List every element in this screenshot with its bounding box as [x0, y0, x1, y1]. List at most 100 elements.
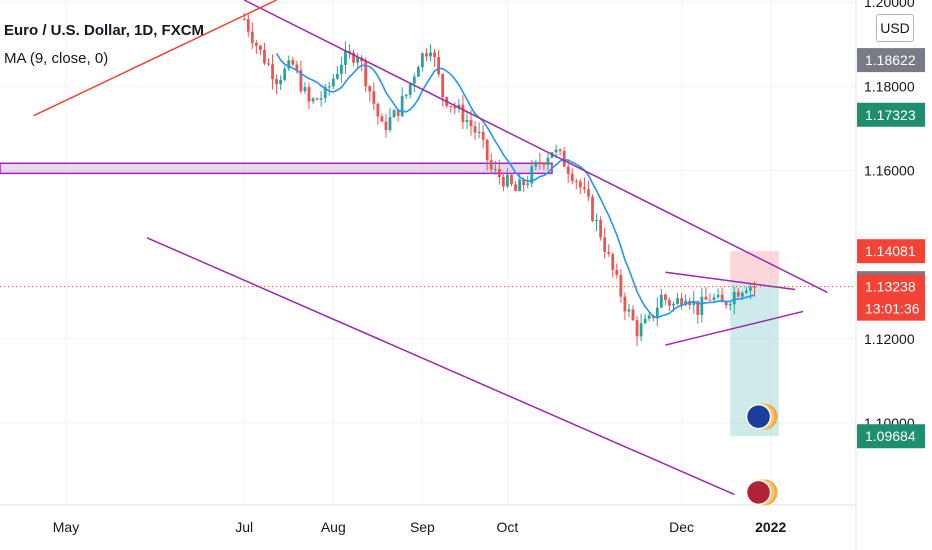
y-tick-label: 1.20000	[864, 0, 915, 10]
candle-body	[583, 187, 586, 190]
candle-body	[493, 169, 497, 171]
moving-average-line	[275, 52, 755, 319]
candle-body	[554, 149, 558, 153]
candle-body	[753, 286, 756, 288]
candle-body	[708, 299, 712, 301]
candle-body	[287, 60, 291, 69]
candle-body	[700, 296, 704, 315]
candle-body	[716, 294, 720, 298]
candle-body	[388, 117, 392, 130]
candle-body	[457, 104, 461, 109]
candle-body	[647, 315, 651, 319]
candle-body	[295, 64, 299, 71]
candle-body	[380, 116, 384, 122]
candle-body	[453, 106, 457, 109]
candle-body	[704, 296, 708, 300]
coin-face	[745, 403, 772, 430]
candle-body	[643, 318, 647, 324]
candle-body	[412, 76, 416, 84]
price-label-bg	[857, 274, 925, 321]
candle-body	[441, 74, 445, 98]
candle-body	[335, 73, 339, 79]
eu-event-icon	[745, 403, 778, 430]
candle-body	[400, 96, 404, 116]
candle-body	[299, 70, 303, 92]
candle-body	[323, 87, 327, 99]
candle-body	[664, 294, 667, 301]
candle-body	[692, 300, 696, 306]
price-label: 1.17323	[857, 102, 925, 127]
candle-body	[518, 179, 521, 192]
candle-body	[396, 110, 400, 116]
y-tick-label: 1.18000	[864, 78, 915, 94]
candle-body	[603, 237, 607, 252]
candle-body	[595, 219, 598, 221]
candle-body	[437, 57, 440, 75]
candle-body	[676, 298, 679, 304]
x-tick-label: Aug	[321, 519, 346, 535]
candle-body	[514, 184, 517, 192]
currency-button[interactable]: USD	[876, 14, 914, 42]
candle-body	[566, 166, 570, 174]
candle-body	[619, 274, 623, 297]
x-tick-label: Dec	[669, 519, 694, 535]
candle-body	[307, 87, 311, 102]
candle-body	[485, 139, 489, 161]
candle-body	[246, 19, 250, 32]
x-tick-label: Jul	[235, 519, 253, 535]
candle-body	[502, 176, 505, 187]
candle-body	[254, 42, 258, 46]
candle-body	[542, 163, 546, 165]
indicator-legend[interactable]: MA (9, close, 0)	[4, 50, 109, 67]
candle-body	[477, 131, 481, 133]
candle-body	[344, 51, 347, 65]
price-label-countdown: 13:01:36	[865, 301, 920, 317]
descending-channel-bottom	[146, 237, 735, 496]
candle-body	[473, 126, 477, 133]
candle-body	[376, 103, 380, 117]
y-tick-label: 1.16000	[864, 162, 915, 178]
candle-body	[745, 290, 748, 293]
candle-body	[724, 302, 728, 306]
price-label: 1.13238 13:01:36	[857, 274, 925, 321]
candle-body	[279, 79, 283, 85]
candle-body	[591, 196, 594, 221]
candle-body	[449, 105, 453, 107]
candle-body	[327, 86, 331, 88]
price-label-value: 1.09684	[865, 428, 916, 444]
x-tick-label: 2022	[755, 519, 786, 535]
candle-body	[283, 68, 287, 80]
candle-body	[425, 53, 428, 57]
candle-body	[570, 173, 574, 182]
candle-body	[311, 98, 315, 102]
candle-body	[522, 179, 526, 185]
candle-body	[356, 57, 359, 63]
candle-body	[368, 86, 372, 92]
candle-body	[291, 60, 295, 65]
candle-body	[408, 83, 412, 95]
candle-body	[538, 162, 542, 164]
candle-body	[668, 300, 671, 306]
candle-body	[429, 52, 432, 57]
candle-body	[461, 104, 465, 123]
price-label-value: 1.14081	[865, 243, 916, 259]
candle-body	[558, 149, 562, 152]
candle-body	[275, 79, 278, 85]
candle-body	[680, 298, 683, 306]
x-tick-label: May	[53, 519, 79, 535]
candle-body	[615, 269, 619, 275]
candle-body	[587, 189, 590, 197]
triangle-lower	[665, 310, 804, 346]
candle-body	[465, 119, 469, 123]
candle-body	[631, 309, 635, 321]
symbol-title[interactable]: Euro / U.S. Dollar, 1D, FXCM	[4, 22, 205, 39]
candle-body	[526, 183, 530, 185]
candle-body	[659, 294, 663, 308]
candle-body	[696, 300, 700, 315]
candle-body	[611, 253, 615, 270]
candle-body	[404, 94, 408, 97]
candle-body	[740, 292, 744, 297]
price-label-value: 1.18622	[865, 52, 916, 68]
